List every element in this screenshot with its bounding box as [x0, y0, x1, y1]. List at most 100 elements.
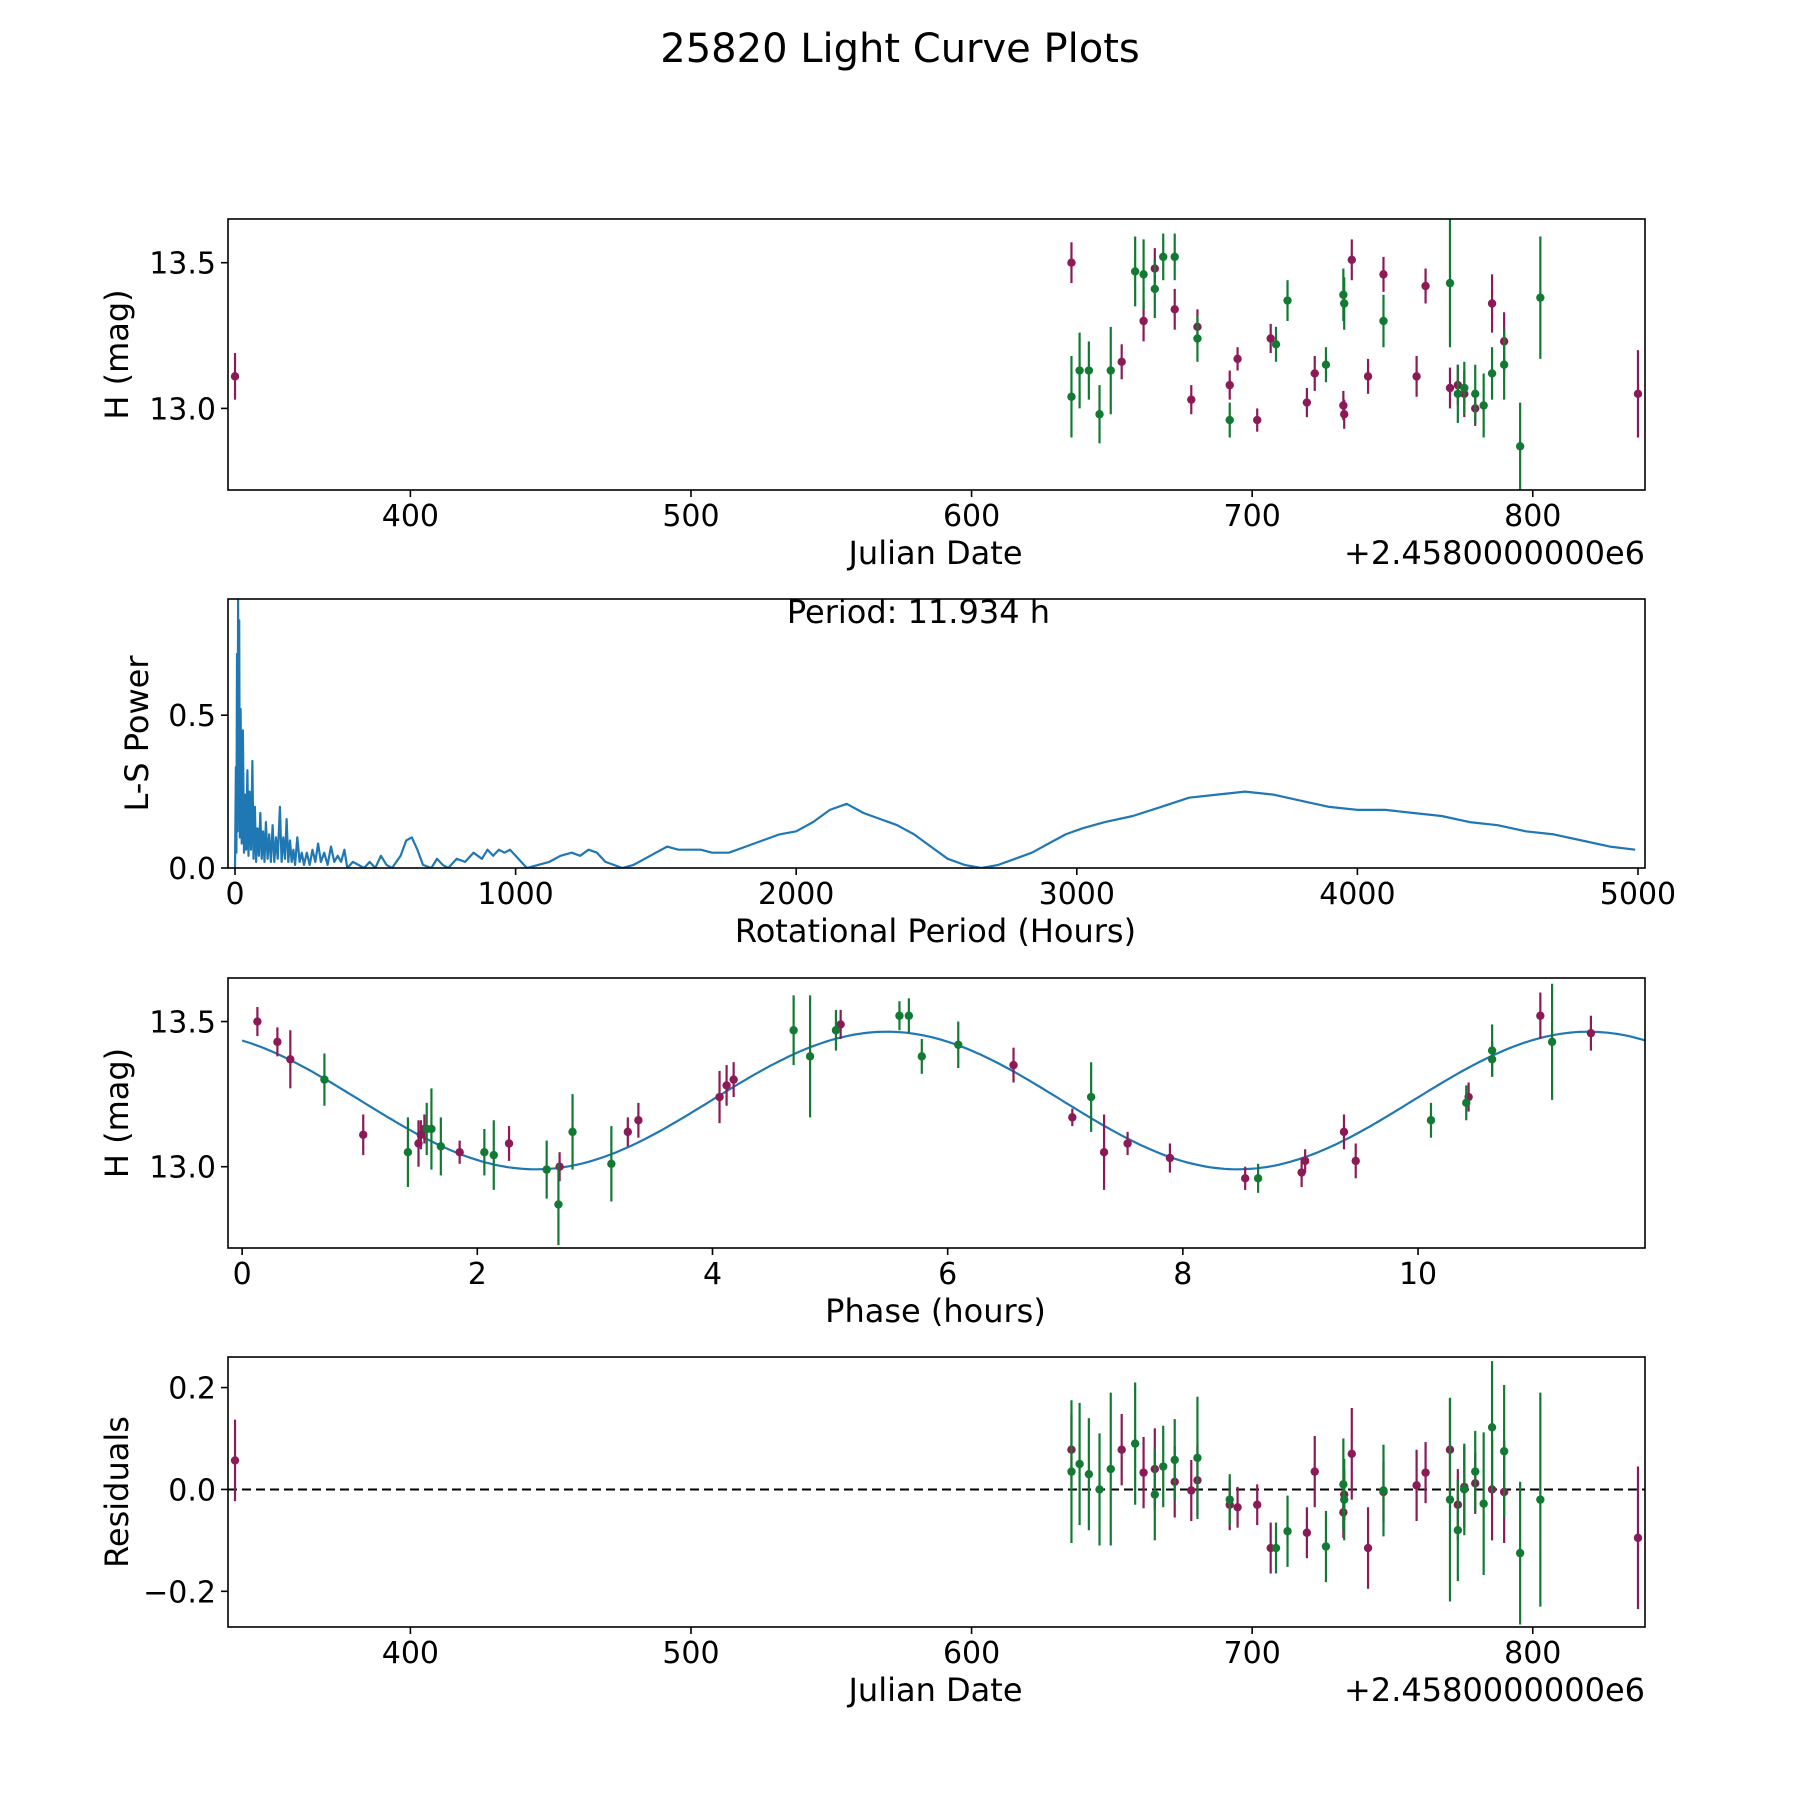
data-point: [1321, 1510, 1331, 1583]
marker: [1139, 1468, 1148, 1477]
data-point: [489, 1120, 498, 1190]
marker: [607, 1159, 616, 1169]
data-point: [1340, 399, 1349, 429]
marker: [1412, 372, 1421, 381]
marker: [1340, 410, 1349, 419]
marker: [1321, 360, 1331, 369]
marker: [1253, 1500, 1262, 1509]
marker: [1253, 1174, 1263, 1183]
marker: [1445, 383, 1455, 393]
marker: [1067, 392, 1076, 401]
chart-panel-periodogram: 0 1000 2000 3000 4000 5000 0.0 0.5 Rotational Pe…: [118, 593, 1676, 950]
data-point: [1253, 1163, 1263, 1193]
data-point: [722, 1065, 731, 1106]
marker: [1487, 1423, 1497, 1432]
x-tick-label: 700: [1224, 1636, 1281, 1671]
data-point: [554, 1163, 563, 1246]
marker: [722, 1081, 731, 1090]
marker: [1462, 1098, 1471, 1108]
data-point: [1170, 1419, 1179, 1501]
data-point: [831, 1009, 841, 1051]
marker: [489, 1150, 498, 1160]
marker: [1266, 334, 1275, 343]
data-point: [1633, 350, 1643, 438]
marker: [1106, 366, 1115, 375]
x-tick-label: 700: [1224, 499, 1281, 534]
data-point: [1170, 233, 1179, 281]
x-offset-label: +2.4580000000e6: [1344, 534, 1645, 572]
data-point: [715, 1070, 724, 1124]
data-point: [1412, 355, 1421, 397]
x-tick-label: 4000: [1319, 877, 1395, 912]
data-point: [1379, 256, 1388, 292]
marker: [1084, 366, 1094, 375]
marker: [1340, 1495, 1349, 1504]
data-point: [1086, 1062, 1096, 1132]
data-point: [1075, 1402, 1084, 1526]
marker: [504, 1139, 514, 1148]
data-point: [1487, 274, 1497, 333]
marker: [1379, 316, 1388, 326]
data-point: [805, 995, 815, 1118]
data-point: [1536, 992, 1545, 1039]
data-point: [403, 1117, 413, 1188]
data-point: [1130, 236, 1140, 307]
data-point: [1009, 1047, 1018, 1083]
data-point: [1302, 388, 1312, 418]
marker: [1453, 389, 1463, 399]
x-tick-label: 500: [662, 499, 719, 534]
marker: [1536, 293, 1545, 302]
data-point: [607, 1126, 616, 1202]
data-point: [1412, 1449, 1421, 1522]
data-point: [1515, 402, 1525, 490]
marker: [1453, 1526, 1463, 1535]
data-point: [480, 1128, 489, 1176]
marker: [1233, 354, 1242, 364]
marker: [1123, 1139, 1132, 1148]
fit-curve: [241, 1030, 1645, 1171]
x-tick-label: 500: [662, 1636, 719, 1671]
marker: [836, 1020, 845, 1029]
x-axis-label: Julian Date: [846, 1671, 1022, 1709]
marker: [230, 1456, 240, 1465]
data-point: [1453, 1479, 1463, 1582]
y-tick-label: 13.5: [149, 1006, 216, 1041]
y-axis-label: Residuals: [98, 1416, 136, 1568]
data-point: [1479, 373, 1488, 438]
x-tick-label: 2: [468, 1257, 487, 1292]
x-tick-label: 3000: [1039, 877, 1115, 912]
marker: [1117, 357, 1126, 366]
y-tick-label: 13.0: [149, 392, 216, 427]
marker: [1536, 1011, 1545, 1020]
marker: [1283, 296, 1292, 305]
marker: [1479, 1499, 1488, 1508]
marker: [1445, 278, 1455, 288]
data-point: [230, 353, 240, 400]
data-point: [359, 1114, 368, 1156]
data-point: [1515, 1481, 1525, 1625]
data-point: [729, 1062, 738, 1098]
data-point: [789, 995, 798, 1066]
marker: [1460, 383, 1469, 393]
data-point: [1547, 983, 1557, 1100]
data-point: [1499, 329, 1509, 400]
data-point: [568, 1094, 577, 1170]
data-point: [634, 1102, 643, 1138]
marker: [1515, 1548, 1525, 1558]
data-point: [1347, 1407, 1356, 1500]
figure-title: 25820 Light Curve Plots: [660, 26, 1140, 72]
marker: [1339, 1127, 1349, 1137]
data-point: [1460, 361, 1469, 415]
plot-area: [233, 599, 1636, 868]
data-point: [1536, 236, 1545, 359]
data-point: [1340, 277, 1349, 330]
data-point: [1271, 326, 1281, 362]
data-point: [1479, 1432, 1488, 1576]
data-point: [1067, 242, 1076, 284]
x-tick-label: 0: [225, 877, 244, 912]
data-point: [1321, 347, 1331, 383]
x-axis-label: Julian Date: [846, 534, 1022, 572]
data-point: [1095, 1433, 1104, 1546]
marker: [568, 1127, 577, 1137]
marker: [1170, 305, 1179, 314]
